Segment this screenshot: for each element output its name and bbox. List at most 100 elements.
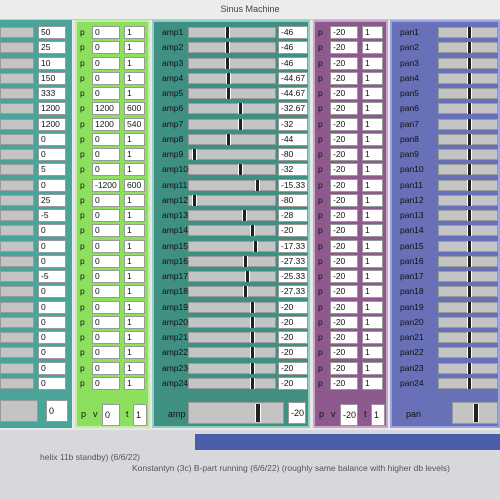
pitch-field[interactable]: -20 (330, 346, 358, 360)
time-field[interactable]: 1 (124, 209, 145, 222)
value-slider[interactable] (0, 103, 34, 115)
pitch-field[interactable]: 0 (92, 346, 120, 360)
amp-value-field[interactable]: -80 (278, 148, 308, 161)
pitch-field[interactable]: 0 (92, 148, 120, 161)
pan-master-knob[interactable] (473, 404, 479, 422)
amp-slider[interactable] (188, 149, 276, 160)
amp-slider[interactable] (188, 179, 276, 191)
pitch-field[interactable]: 0 (92, 132, 120, 146)
time-field[interactable]: 1 (124, 41, 145, 55)
amp-value-field[interactable]: -46 (278, 56, 308, 70)
time-field[interactable]: 1 (362, 41, 383, 55)
pan-slider[interactable] (438, 240, 498, 252)
value-slider[interactable] (0, 72, 34, 84)
footer-v-field[interactable]: 0 (102, 404, 120, 426)
pitch-field[interactable]: 0 (92, 376, 120, 390)
value-field[interactable]: 0 (38, 224, 66, 238)
amp-slider-knob[interactable] (245, 271, 250, 282)
amp-value-field[interactable]: -20 (278, 315, 308, 329)
amp-slider-knob[interactable] (225, 27, 230, 38)
pan-slider[interactable] (438, 72, 498, 84)
time-field[interactable]: 1 (124, 300, 145, 314)
time-field[interactable]: 1 (362, 71, 383, 85)
time-field[interactable]: 1 (124, 26, 145, 39)
pan-slider-knob[interactable] (467, 210, 472, 221)
amp-value-field[interactable]: -44 (278, 132, 308, 146)
amp-value-field[interactable]: -32.67 (278, 102, 308, 116)
amp-slider-knob[interactable] (238, 164, 243, 176)
time-field[interactable]: 1 (124, 71, 145, 85)
pitch-field[interactable]: 0 (92, 26, 120, 39)
pan-slider-knob[interactable] (467, 271, 472, 282)
amp-slider[interactable] (188, 103, 276, 115)
value-field[interactable]: 1200 (38, 117, 66, 131)
time-field[interactable]: 1 (124, 193, 145, 207)
time-field[interactable]: 1 (362, 285, 383, 299)
pan-slider-knob[interactable] (467, 164, 472, 176)
pan-slider-knob[interactable] (467, 27, 472, 38)
amp-slider[interactable] (188, 88, 276, 99)
pan-slider-knob[interactable] (467, 347, 472, 359)
amp-value-field[interactable]: -20 (278, 361, 308, 375)
pitch-field[interactable]: 0 (92, 361, 120, 375)
value-slider[interactable] (0, 271, 34, 282)
footer-value-field[interactable]: 0 (46, 400, 68, 422)
amp-value-field[interactable]: -32 (278, 117, 308, 131)
pan-master-slider[interactable] (452, 402, 498, 424)
pan-slider[interactable] (438, 118, 498, 130)
pan-slider-knob[interactable] (467, 57, 472, 69)
pan-slider[interactable] (438, 286, 498, 298)
amp-slider-knob[interactable] (250, 347, 255, 359)
pitch-field[interactable]: 0 (92, 163, 120, 177)
pitch-field[interactable]: -20 (330, 239, 358, 253)
pitch-field[interactable]: 0 (92, 87, 120, 100)
pitch-field[interactable]: -20 (330, 315, 358, 329)
amp-value-field[interactable]: -20 (278, 376, 308, 390)
footer-t-field[interactable]: 1 (133, 404, 147, 426)
amp-value-field[interactable]: -27.33 (278, 285, 308, 299)
amp-slider[interactable] (188, 72, 276, 84)
amp-slider[interactable] (188, 271, 276, 282)
value-field[interactable]: 0 (38, 315, 66, 329)
pan-slider-knob[interactable] (467, 225, 472, 237)
amp-slider-knob[interactable] (192, 149, 197, 160)
value-field[interactable]: 333 (38, 87, 66, 100)
amp-value-field[interactable]: -44.67 (278, 87, 308, 100)
time-field[interactable]: 1 (362, 361, 383, 375)
amp-slider[interactable] (188, 164, 276, 176)
amp-slider-knob[interactable] (226, 72, 231, 84)
time-field[interactable]: 1 (124, 87, 145, 100)
pitch-field[interactable]: -20 (330, 56, 358, 70)
time-field[interactable]: 1 (124, 315, 145, 329)
pan-slider[interactable] (438, 271, 498, 282)
pitch-field[interactable]: 0 (92, 41, 120, 55)
amp-slider-knob[interactable] (238, 103, 243, 115)
pitch-field[interactable]: -20 (330, 102, 358, 116)
amp-slider[interactable] (188, 194, 276, 206)
amp-slider-knob[interactable] (226, 88, 231, 99)
value-slider[interactable] (0, 362, 34, 374)
footer-v-field[interactable]: -20 (340, 404, 358, 426)
pan-slider[interactable] (438, 377, 498, 389)
value-slider[interactable] (0, 194, 34, 206)
time-field[interactable]: 1 (362, 56, 383, 70)
pan-slider-knob[interactable] (467, 179, 472, 191)
value-field[interactable]: 10 (38, 56, 66, 70)
footer-t-field[interactable]: 1 (371, 404, 385, 426)
amp-slider[interactable] (188, 316, 276, 328)
value-slider[interactable] (0, 42, 34, 54)
pitch-field[interactable]: 0 (92, 270, 120, 283)
value-slider[interactable] (0, 377, 34, 389)
value-field[interactable]: 0 (38, 361, 66, 375)
amp-slider-knob[interactable] (253, 240, 258, 252)
time-field[interactable]: 1 (124, 376, 145, 390)
pitch-field[interactable]: -20 (330, 270, 358, 283)
amp-slider-knob[interactable] (255, 179, 260, 191)
time-field[interactable]: 1 (124, 163, 145, 177)
amp-value-field[interactable]: -20 (278, 346, 308, 360)
pan-slider-knob[interactable] (467, 301, 472, 313)
pitch-field[interactable]: -20 (330, 148, 358, 161)
pan-slider-knob[interactable] (467, 103, 472, 115)
time-field[interactable]: 1 (124, 254, 145, 268)
amp-value-field[interactable]: -20 (278, 331, 308, 344)
